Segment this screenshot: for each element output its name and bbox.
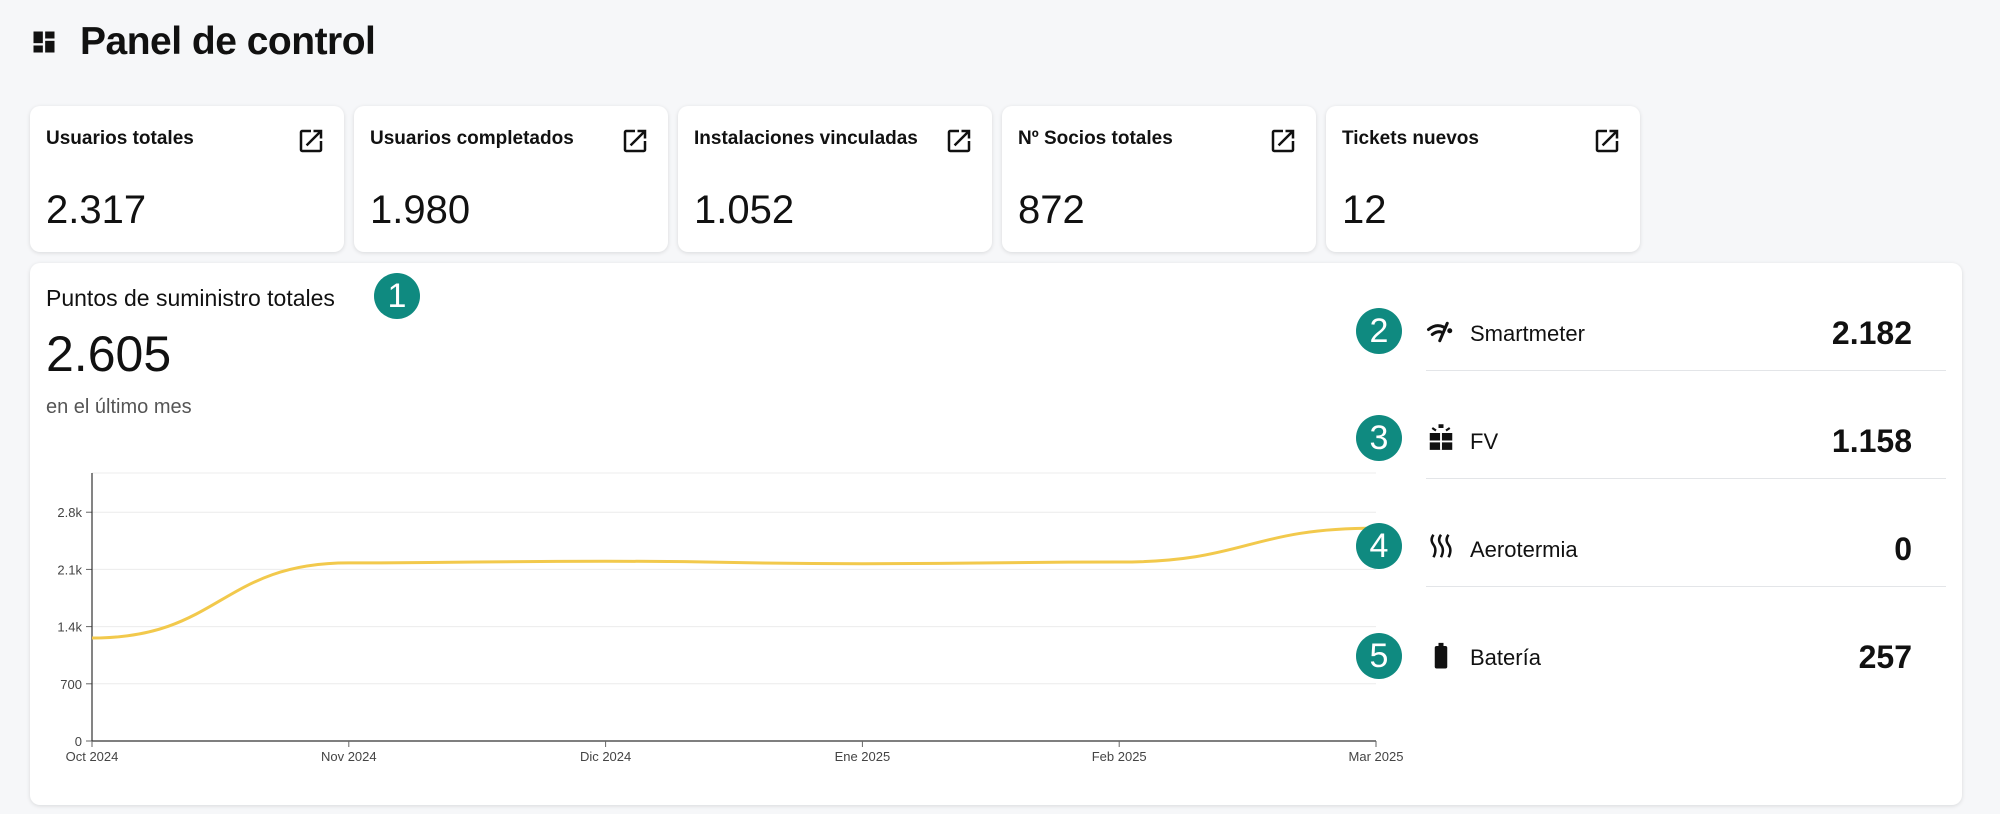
kpi-card-tickets-nuevos[interactable]: Tickets nuevos 12 bbox=[1326, 106, 1640, 252]
kpi-title: Tickets nuevos bbox=[1342, 128, 1479, 149]
breakdown-value: 2.182 bbox=[1831, 315, 1912, 351]
divider bbox=[1426, 370, 1946, 371]
page-header: Panel de control bbox=[30, 18, 376, 66]
supply-points-value: 2.605 bbox=[46, 326, 172, 382]
x-tick-label: Dic 2024 bbox=[580, 749, 631, 764]
step-badge-2: 2 bbox=[1356, 308, 1402, 354]
open-in-new-icon[interactable] bbox=[296, 126, 326, 156]
y-tick-label: 0 bbox=[75, 734, 82, 749]
kpi-value: 1.980 bbox=[370, 188, 471, 232]
breakdown-row-smartmeter: 2 Smartmeter 2.182 bbox=[1356, 263, 1946, 371]
open-in-new-icon[interactable] bbox=[944, 126, 974, 156]
kpi-row: Usuarios totales 2.317 Usuarios completa… bbox=[30, 106, 1640, 252]
y-tick-label: 700 bbox=[60, 677, 82, 692]
breakdown-row-bateria: 5 Batería 257 bbox=[1356, 587, 1946, 695]
step-badge-1: 1 bbox=[374, 273, 420, 319]
x-tick-label: Nov 2024 bbox=[321, 749, 377, 764]
page-title: Panel de control bbox=[80, 20, 376, 63]
divider bbox=[1426, 586, 1946, 587]
y-tick-label: 2.8k bbox=[57, 505, 82, 520]
x-tick-label: Oct 2024 bbox=[66, 749, 119, 764]
step-badge-4: 4 bbox=[1356, 523, 1402, 569]
x-tick-label: Mar 2025 bbox=[1349, 749, 1404, 764]
kpi-value: 12 bbox=[1342, 188, 1387, 232]
supply-points-line-chart: 0 700 1.4k 2.1k 2.8k Oct 2024 Nov 2024 Dic 2024… bbox=[57, 472, 1404, 764]
battery-icon bbox=[1434, 642, 1448, 669]
y-tick-label: 2.1k bbox=[57, 562, 82, 577]
breakdown-value: 1.158 bbox=[1831, 423, 1912, 459]
kpi-value: 1.052 bbox=[694, 188, 795, 232]
open-in-new-icon[interactable] bbox=[1268, 126, 1298, 156]
kpi-title: Usuarios totales bbox=[46, 128, 194, 149]
supply-points-title: Puntos de suministro totales bbox=[46, 285, 335, 311]
kpi-title: Nº Socios totales bbox=[1018, 128, 1173, 149]
smartmeter-icon bbox=[1427, 321, 1453, 343]
supply-points-panel: Puntos de suministro totales 1 2.605 en … bbox=[30, 263, 1962, 805]
kpi-card-usuarios-completados[interactable]: Usuarios completados 1.980 bbox=[354, 106, 668, 252]
breakdown-label: Aerotermia bbox=[1470, 537, 1578, 562]
open-in-new-icon[interactable] bbox=[620, 126, 650, 156]
solar-panel-icon bbox=[1429, 424, 1453, 450]
breakdown-row-fv: 3 FV 1.158 bbox=[1356, 371, 1946, 479]
breakdown-value: 257 bbox=[1858, 639, 1912, 675]
supply-points-subtitle: en el último mes bbox=[46, 396, 192, 418]
kpi-card-instalaciones-vinculadas[interactable]: Instalaciones vinculadas 1.052 bbox=[678, 106, 992, 252]
x-tick-label: Feb 2025 bbox=[1092, 749, 1147, 764]
series-line bbox=[91, 526, 1377, 640]
breakdown-label: Batería bbox=[1470, 645, 1541, 670]
kpi-title: Usuarios completados bbox=[370, 128, 574, 149]
y-tick-label: 1.4k bbox=[57, 620, 82, 635]
kpi-value: 872 bbox=[1018, 188, 1085, 232]
breakdown-label: Smartmeter bbox=[1470, 321, 1585, 346]
heat-waves-icon bbox=[1430, 534, 1452, 558]
step-badge-5: 5 bbox=[1356, 633, 1402, 679]
step-badge-3: 3 bbox=[1356, 415, 1402, 461]
breakdown-value: 0 bbox=[1894, 531, 1912, 567]
kpi-title: Instalaciones vinculadas bbox=[694, 128, 918, 149]
dashboard-icon bbox=[33, 31, 55, 53]
open-in-new-icon[interactable] bbox=[1592, 126, 1622, 156]
kpi-card-usuarios-totales[interactable]: Usuarios totales 2.317 bbox=[30, 106, 344, 252]
divider bbox=[1426, 478, 1946, 479]
kpi-value: 2.317 bbox=[46, 188, 147, 232]
breakdown-label: FV bbox=[1470, 429, 1499, 454]
kpi-card-socios-totales[interactable]: Nº Socios totales 872 bbox=[1002, 106, 1316, 252]
breakdown-row-aerotermia: 4 Aerotermia 0 bbox=[1356, 479, 1946, 587]
x-tick-label: Ene 2025 bbox=[835, 749, 891, 764]
